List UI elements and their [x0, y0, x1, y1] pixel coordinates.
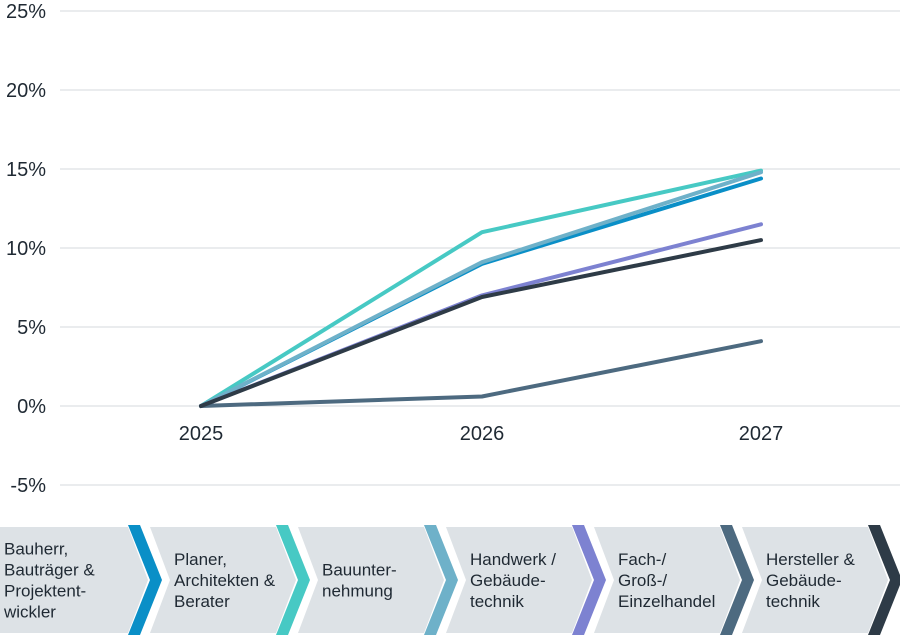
y-tick-label: 20%: [6, 80, 46, 102]
legend-color-chevron: [424, 525, 458, 635]
y-tick-label: 10%: [6, 238, 46, 260]
legend-label: Bauherr, Bauträger & Projektent-wickler: [3, 540, 95, 622]
legend-item: Handwerk / Gebäude-technik: [446, 525, 606, 635]
x-tick-label: 2027: [739, 423, 784, 445]
series-line: [199, 168, 763, 408]
legend: Bauherr, Bauträger & Projektent-wickler Pla…: [0, 525, 900, 635]
legend-item: Fach-/Groß-/Einzelhandel: [594, 525, 754, 635]
legend-label: Hersteller & Gebäude-technik: [766, 550, 855, 611]
legend-color-chevron: [868, 525, 900, 635]
legend-label: Handwerk / Gebäude-technik: [470, 550, 556, 611]
legend-box: [298, 527, 444, 633]
legend-box: [742, 527, 888, 633]
legend-item: Planer, Architekten & Berater: [150, 525, 310, 635]
line-chart: 25% 20% 15% 10% 5% 0% -5% 2025 2026 2027: [6, 1, 900, 497]
legend-item: Bauunter-nehmung: [298, 525, 458, 635]
gridlines: [60, 10, 900, 486]
x-axis: 2025 2026 2027: [179, 423, 784, 445]
legend-box: [0, 527, 148, 633]
legend-item: Bauherr, Bauträger & Projektent-wickler: [0, 525, 162, 635]
legend-box: [150, 527, 296, 633]
series-line: [199, 238, 763, 408]
x-tick-label: 2026: [460, 423, 505, 445]
series-lines: [199, 168, 763, 408]
series-line: [199, 339, 763, 408]
legend-color-chevron: [720, 525, 754, 635]
legend-box: [594, 527, 740, 633]
y-tick-label: -5%: [10, 475, 46, 497]
legend-label: Fach-/Groß-/Einzelhandel: [618, 550, 715, 611]
y-axis: 25% 20% 15% 10% 5% 0% -5%: [6, 1, 46, 497]
legend-label: Planer, Architekten & Berater: [174, 550, 276, 611]
legend-color-chevron: [572, 525, 606, 635]
legend-label: Bauunter-nehmung: [322, 561, 397, 601]
series-line: [199, 170, 763, 408]
y-tick-label: 0%: [17, 396, 46, 418]
legend-item: Hersteller & Gebäude-technik: [742, 525, 900, 635]
y-tick-label: 15%: [6, 159, 46, 181]
legend-box: [446, 527, 592, 633]
x-tick-label: 2025: [179, 423, 224, 445]
series-line: [199, 222, 763, 408]
legend-color-chevron: [276, 525, 310, 635]
legend-color-chevron: [128, 525, 162, 635]
y-tick-label: 5%: [17, 317, 46, 339]
y-tick-label: 25%: [6, 1, 46, 23]
